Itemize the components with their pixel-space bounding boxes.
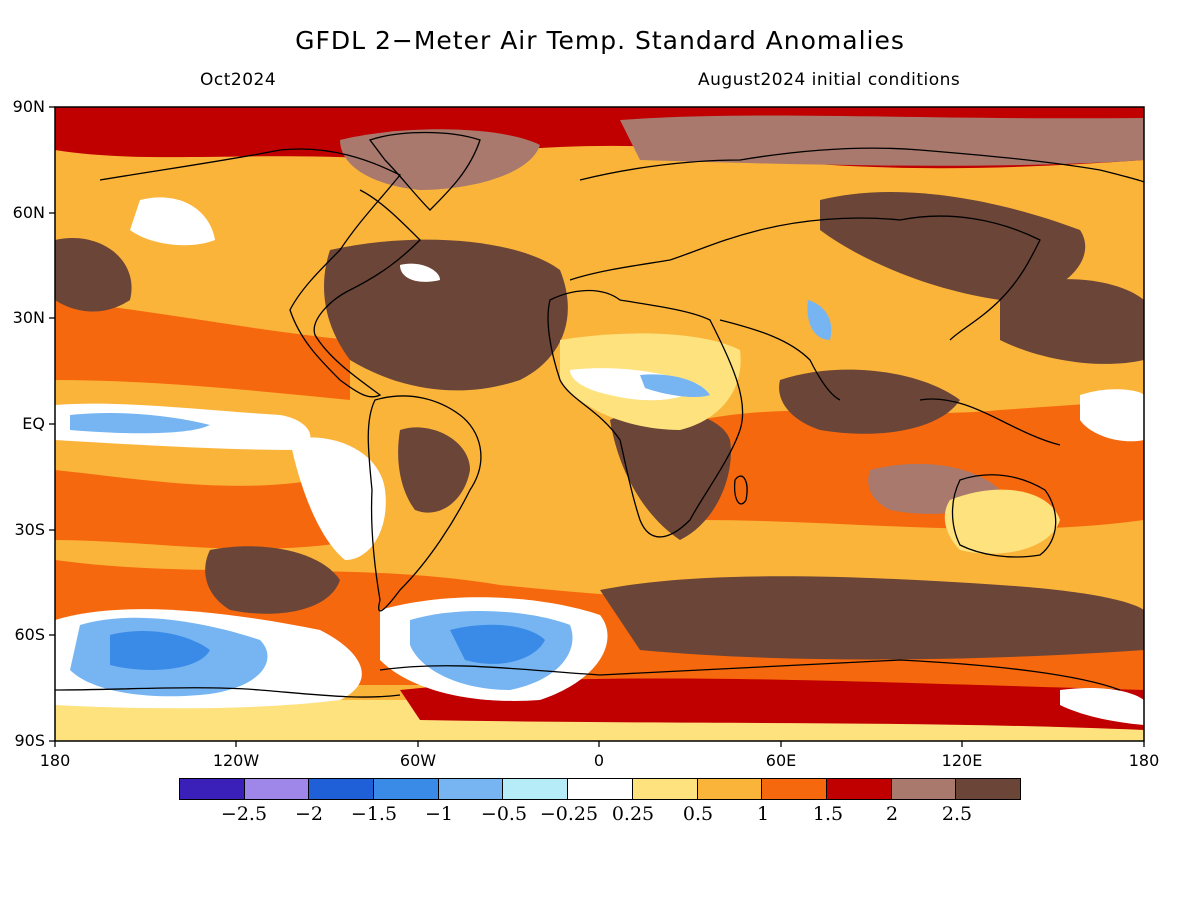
lat-label-eq: EQ [22, 414, 45, 433]
colorbar-swatch [697, 779, 763, 799]
colorbar-label: −0.25 [539, 803, 599, 825]
lon-label-60e: 60E [765, 751, 797, 770]
colorbar-label: −1 [424, 803, 453, 825]
colorbar-swatch [244, 779, 310, 799]
lat-label-60s: 60S [14, 625, 45, 644]
map-title: GFDL 2−Meter Air Temp. Standard Anomalie… [295, 26, 905, 55]
colorbar-label: −1.5 [350, 803, 398, 825]
initial-conditions-label: August2024 initial conditions [698, 70, 961, 90]
lon-label-120e: 120E [941, 751, 983, 770]
colorbar-swatch [826, 779, 892, 799]
colorbar-swatch [503, 779, 569, 799]
lat-label-30n: 30N [12, 308, 45, 327]
lat-label-30s: 30S [14, 520, 45, 539]
lon-label-180e: 180 [1128, 751, 1160, 770]
lon-label-0: 0 [593, 751, 605, 770]
colorbar-label: 1.5 [812, 803, 844, 825]
forecast-month-label: Oct2024 [200, 70, 277, 90]
colorbar-label: 2 [885, 803, 899, 825]
colorbar-swatch [568, 779, 633, 799]
colorbar-label: −0.5 [480, 803, 528, 825]
colorbar-label: 2.5 [941, 803, 973, 825]
lat-label-90s: 90S [14, 731, 45, 750]
colorbar [179, 778, 1021, 800]
anomaly-field [55, 107, 1144, 741]
colorbar-swatch [374, 779, 439, 799]
colorbar-label: 1 [756, 803, 770, 825]
lon-label-180w: 180 [39, 751, 71, 770]
coastlines [55, 131, 1144, 698]
lat-label-60n: 60N [12, 203, 45, 222]
colorbar-swatch [762, 779, 827, 799]
colorbar-label: −2.5 [220, 803, 268, 825]
lon-label-120w: 120W [212, 751, 260, 770]
colorbar-label: 0.5 [682, 803, 714, 825]
lat-label-90n: 90N [12, 97, 45, 116]
colorbar-swatch [632, 779, 698, 799]
colorbar-swatch [438, 779, 504, 799]
colorbar-swatch [891, 779, 957, 799]
colorbar-label: −2 [294, 803, 323, 825]
lon-label-60w: 60W [399, 751, 437, 770]
colorbar-swatch [309, 779, 375, 799]
colorbar-label: 0.25 [611, 803, 655, 825]
colorbar-swatch [956, 779, 1020, 799]
colorbar-swatch [180, 779, 245, 799]
axis-ticks [49, 106, 1145, 747]
